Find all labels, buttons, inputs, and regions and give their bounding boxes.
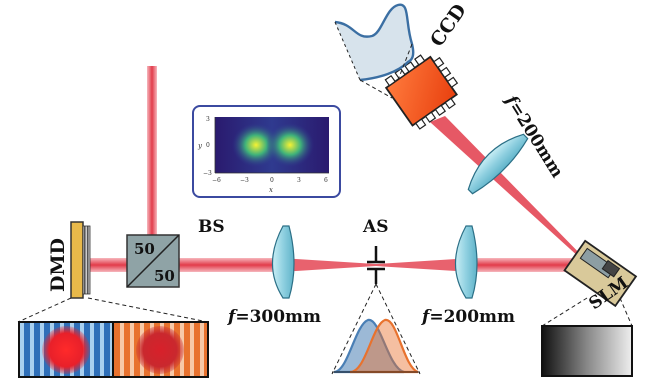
dmd-label: DMD [47,238,69,292]
as-profile-plot [332,318,420,374]
slm-pattern-frame [541,325,633,377]
diverging-beam [376,258,472,272]
ccd-label: CCD [426,0,471,51]
ccd-zoom-line-left [359,79,393,99]
dmd-zoom-line-right [87,297,209,323]
focusing-beam [280,258,376,272]
dmd-pattern-inset [18,321,209,378]
inset-ylabel: y [197,142,203,150]
dmd-spot-orange [136,326,184,374]
inset-lobe-right [266,123,314,167]
inset-xtick-1: −3 [240,177,249,184]
lens-200mm-horizontal: f=200mm [421,225,515,327]
bs-ratio-top: 50 [134,240,155,258]
lens-200mm-diagonal [467,133,529,195]
as-label: AS [362,217,388,237]
lens-2-label: f=200mm [421,307,515,327]
ccd-pins [384,54,459,130]
slm-device [563,239,638,308]
lens-1-shape [272,225,295,299]
slm-chip [601,259,621,278]
dmd-device: DMD [17,221,209,323]
main-beam-left [88,258,280,272]
inset-ytick-bot: −3 [203,170,212,177]
inset-xtick-4: 6 [324,177,328,184]
inset-xtick-2: 0 [270,177,274,184]
profile-orange [349,318,419,374]
inset-ytick-mid: 0 [206,142,210,149]
beam-splitter: 50 50 BS [126,217,225,288]
as-zoom-line-left [331,283,377,375]
inset-intensity-plot: 3 0 −3 −6 −3 0 3 6 x y [192,105,341,198]
lens-2-shape [455,225,478,299]
dmd-body [70,221,84,299]
input-beam [147,66,157,242]
dmd-face [82,225,91,295]
slm-zoom-lines [541,297,633,327]
as-zoom-line-right [375,283,421,375]
laser-beams [88,66,592,272]
aperture-stop: AS [331,217,421,375]
bs-label: BS [198,217,225,237]
dmd-zoom-line-left [17,297,72,323]
dmd-spot-blue [42,326,90,374]
lens-3-label: f=200mm [500,91,567,181]
bs-ratio-bottom: 50 [154,267,175,285]
ccd-profile-curve [334,3,415,82]
slm-phase-pattern [541,325,633,377]
inset-xtick-0: −6 [212,177,221,184]
bs-diagonal [126,234,180,288]
inset-xtick-3: 3 [297,177,301,184]
ccd-camera [384,54,459,130]
lens-3-shape [467,133,529,195]
main-beam-right [472,258,587,272]
inset-ytick-top: 3 [206,116,210,123]
lens-300mm: f=300mm [227,225,321,327]
lens-1-label: f=300mm [227,307,321,327]
ccd-profile-plot [334,3,415,99]
inset-xlabel: x [269,186,273,194]
diagonal-beam [430,116,592,266]
inset-lobe-left [232,123,280,167]
ccd-profile-base [334,21,361,81]
